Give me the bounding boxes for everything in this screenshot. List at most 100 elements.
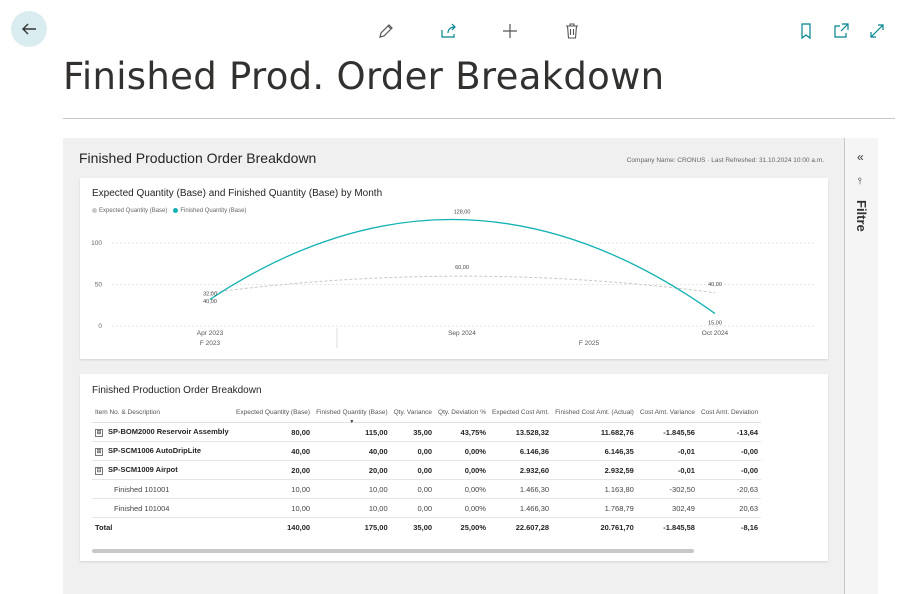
cell: 35,00 bbox=[390, 517, 436, 536]
data-label: 32,00 bbox=[203, 291, 217, 297]
cell: 43,75% bbox=[435, 422, 489, 442]
bookmark-button[interactable] bbox=[795, 20, 817, 42]
collapse-row-icon[interactable]: ⊟ bbox=[95, 466, 103, 475]
cell: -302,50 bbox=[636, 479, 698, 499]
table-row[interactable]: ⊞ SP-SCM1006 AutoDripLite 40,00 40,00 0,0… bbox=[92, 441, 762, 461]
cell: -0,01 bbox=[636, 460, 698, 480]
cell-item-label: SP-SCM1009 Airpot bbox=[108, 465, 178, 475]
table-row[interactable]: ⊞ SP-BOM2000 Reservoir Assembly 80,00 115… bbox=[92, 422, 762, 442]
col-qty-deviation[interactable]: Qty. Deviation % bbox=[435, 402, 489, 423]
col-expected-cost[interactable]: Expected Cost Amt. bbox=[488, 402, 553, 423]
cell: 35,00 bbox=[390, 422, 436, 442]
series-line-expected bbox=[209, 275, 716, 294]
data-label: 60,00 bbox=[455, 265, 469, 271]
cell: -0,00 bbox=[697, 460, 762, 480]
line-chart[interactable]: 0 50 100 Apr 2023 Sep 2024 Oct 2024 F 2023 F 20… bbox=[80, 178, 828, 359]
cell: 1.466,30 bbox=[488, 498, 553, 518]
edit-button[interactable] bbox=[375, 20, 397, 42]
col-cost-variance[interactable]: Cost Amt. Variance bbox=[636, 402, 698, 423]
cell: 0,00 bbox=[390, 460, 436, 480]
chart-legend[interactable]: Expected Quantity (Base) Finished Quanti… bbox=[92, 208, 246, 214]
cell-item: ⊞ SP-BOM2000 Reservoir Assembly bbox=[92, 422, 233, 442]
cell: 0,00 bbox=[390, 479, 436, 499]
cell-item: ⊟ SP-SCM1009 Airpot bbox=[92, 460, 233, 480]
breakdown-table: Item No. & Description Expected Quantity… bbox=[92, 402, 762, 536]
back-button[interactable] bbox=[11, 11, 47, 47]
expand-button[interactable] bbox=[866, 20, 888, 42]
data-label: 15,00 bbox=[708, 321, 722, 327]
cell: 6.146,35 bbox=[552, 441, 637, 461]
cell: 40,00 bbox=[313, 441, 391, 461]
cell: 80,00 bbox=[233, 422, 314, 442]
collapse-filter-pane-icon[interactable]: « bbox=[857, 150, 864, 164]
cell: 20,00 bbox=[233, 460, 314, 480]
cell: 11.682,76 bbox=[552, 422, 637, 442]
bookmark-icon bbox=[801, 23, 811, 40]
legend-item-finished[interactable]: Finished Quantity (Base) bbox=[173, 208, 246, 214]
cell: 10,00 bbox=[233, 479, 314, 499]
col-expected-qty[interactable]: Expected Quantity (Base) bbox=[233, 402, 314, 423]
share-button[interactable] bbox=[437, 20, 459, 42]
y-tick-label: 0 bbox=[98, 323, 102, 330]
x-tick-label: Sep 2024 bbox=[448, 330, 476, 337]
expand-row-icon[interactable]: ⊞ bbox=[95, 447, 103, 456]
report-meta: Company Name: CRONUS · Last Refreshed: 3… bbox=[626, 157, 824, 164]
col-qty-variance[interactable]: Qty. Variance bbox=[390, 402, 436, 423]
expand-icon bbox=[870, 24, 884, 38]
cell-item: Total bbox=[92, 517, 233, 536]
share-icon bbox=[441, 23, 456, 38]
report-canvas: Finished Production Order Breakdown Comp… bbox=[63, 138, 844, 594]
new-button[interactable] bbox=[499, 20, 521, 42]
table-header-row: Item No. & Description Expected Quantity… bbox=[92, 402, 762, 425]
table-row[interactable]: Finished 101004 10,00 10,00 0,00 0,00% 1… bbox=[92, 498, 762, 518]
table-row[interactable]: Finished 101001 10,00 10,00 0,00 0,00% 1… bbox=[92, 479, 762, 499]
filter-pane: « ⫯ Filtre bbox=[844, 138, 878, 594]
y-tick-label: 50 bbox=[95, 281, 103, 288]
legend-label-finished: Finished Quantity (Base) bbox=[180, 208, 247, 215]
cell: 0,00 bbox=[390, 498, 436, 518]
cell: 6.146,36 bbox=[488, 441, 553, 461]
table-card: Finished Production Order Breakdown Item… bbox=[80, 374, 828, 561]
legend-item-expected[interactable]: Expected Quantity (Base) bbox=[92, 208, 167, 214]
cell: 302,49 bbox=[636, 498, 698, 518]
table-total-row: Total 140,00 175,00 35,00 25,00% 22.607,… bbox=[92, 517, 762, 536]
cell: 10,00 bbox=[233, 498, 314, 518]
chart-title: Expected Quantity (Base) and Finished Qu… bbox=[92, 188, 383, 199]
cell: 13.528,32 bbox=[488, 422, 553, 442]
y-tick-label: 100 bbox=[91, 240, 102, 247]
chart-card[interactable]: Expected Quantity (Base) and Finished Qu… bbox=[80, 178, 828, 359]
table-row[interactable]: ⊟ SP-SCM1009 Airpot 20,00 20,00 0,00 0,00… bbox=[92, 460, 762, 480]
expand-row-icon[interactable]: ⊞ bbox=[95, 428, 103, 437]
col-finished-qty[interactable]: Finished Quantity (Base) ▼ bbox=[313, 402, 391, 425]
x-tick-label: Oct 2024 bbox=[702, 330, 729, 337]
filter-pane-label[interactable]: Filtre bbox=[854, 200, 869, 232]
cell: -13,64 bbox=[697, 422, 762, 442]
cell: 2.932,60 bbox=[488, 460, 553, 480]
open-new-window-button[interactable] bbox=[830, 20, 852, 42]
cell: -1.845,56 bbox=[636, 422, 698, 442]
page-title: Finished Prod. Order Breakdown bbox=[63, 55, 665, 98]
delete-button[interactable] bbox=[561, 20, 583, 42]
report-title: Finished Production Order Breakdown bbox=[79, 150, 317, 166]
cell: 20.761,70 bbox=[552, 517, 637, 536]
cell: 1.466,30 bbox=[488, 479, 553, 499]
cell: -1.845,58 bbox=[636, 517, 698, 536]
col-finished-qty-label: Finished Quantity (Base) bbox=[316, 408, 388, 416]
sort-desc-icon: ▼ bbox=[349, 419, 355, 425]
cell-item: Finished 101001 bbox=[92, 479, 233, 499]
series-line-finished bbox=[209, 218, 716, 315]
cell-item-label: SP-SCM1006 AutoDripLite bbox=[108, 446, 202, 456]
cell: 0,00% bbox=[435, 498, 489, 518]
horizontal-scrollbar[interactable] bbox=[92, 549, 694, 553]
col-finished-cost[interactable]: Finished Cost Amt. (Actual) bbox=[552, 402, 637, 423]
legend-dot-expected bbox=[92, 208, 97, 213]
col-item[interactable]: Item No. & Description bbox=[92, 402, 233, 423]
cell: 1.163,80 bbox=[552, 479, 637, 499]
cell: 0,00 bbox=[390, 441, 436, 461]
cell: 0,00% bbox=[435, 460, 489, 480]
data-label: 40,00 bbox=[708, 282, 722, 288]
cell: 2.932,59 bbox=[552, 460, 637, 480]
col-cost-deviation[interactable]: Cost Amt. Deviation bbox=[697, 402, 762, 423]
data-label: 40,00 bbox=[203, 299, 217, 305]
cell-item-label: SP-BOM2000 Reservoir Assembly bbox=[108, 427, 229, 437]
